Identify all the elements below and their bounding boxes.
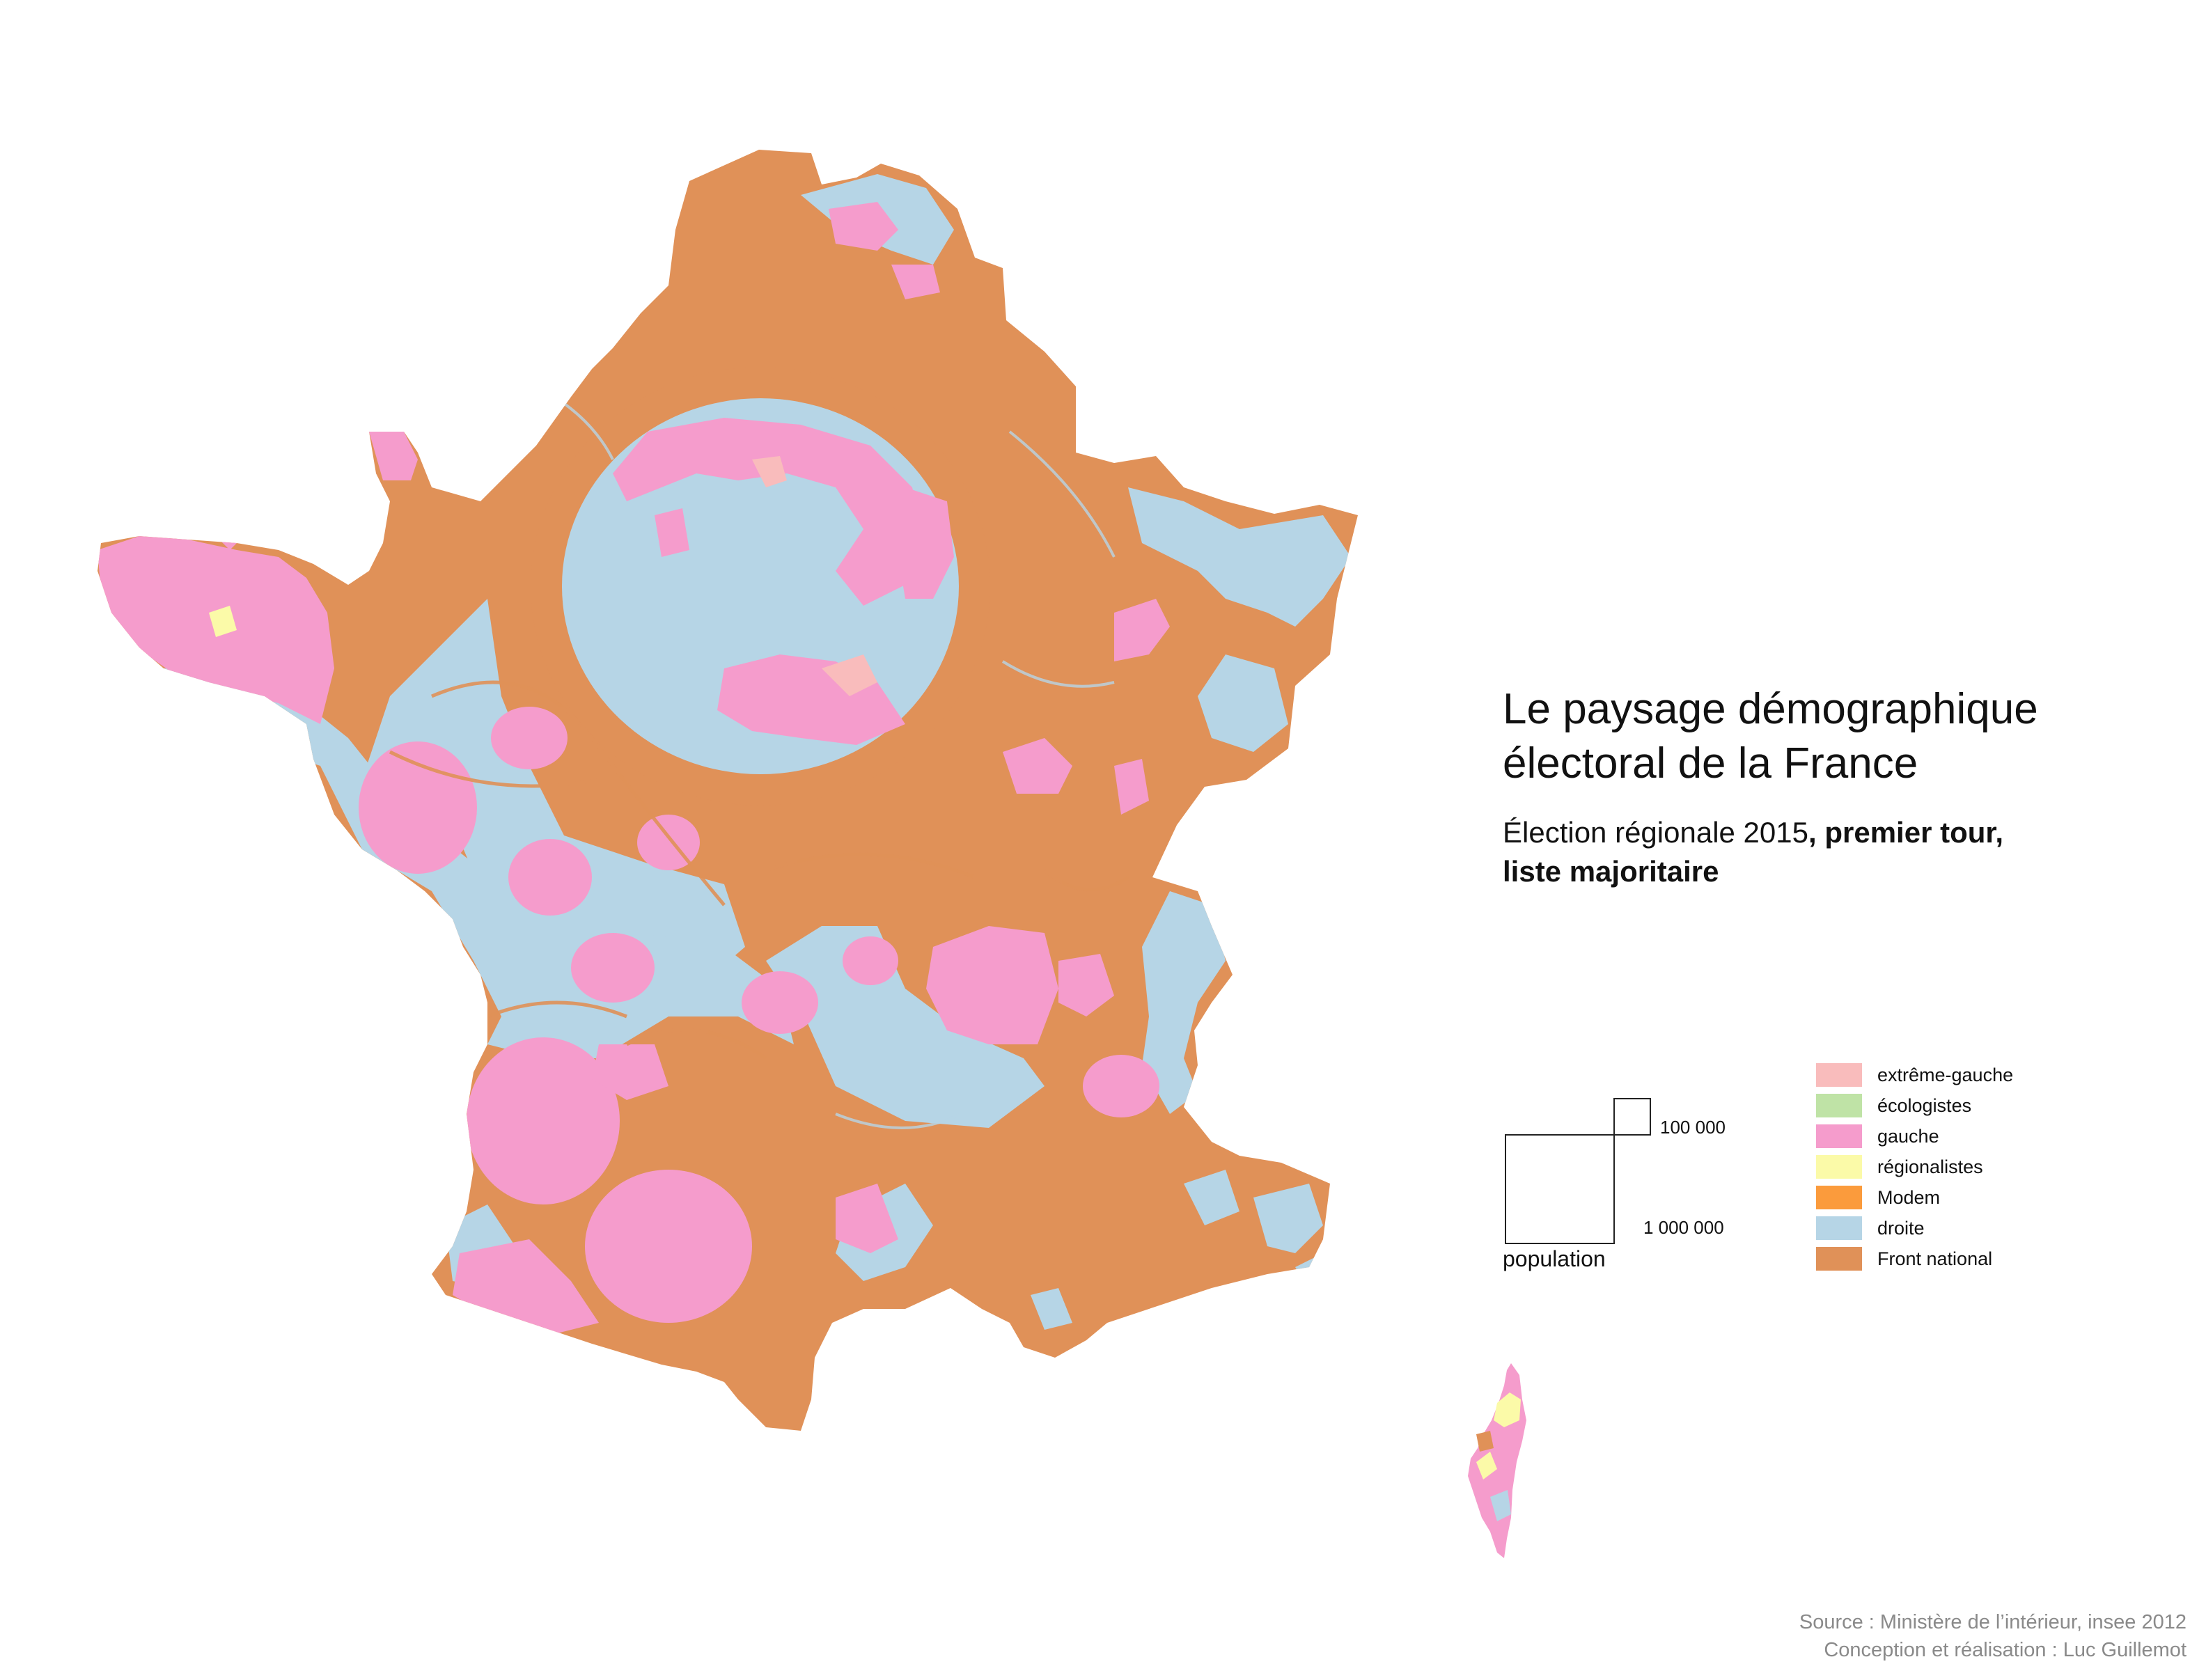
scale-square-large	[1505, 1134, 1615, 1244]
legend-item-gauche: gauche	[1816, 1121, 2013, 1152]
legend-label: droite	[1877, 1217, 1925, 1239]
legend-item-ecologistes: écologistes	[1816, 1090, 2013, 1121]
legend: extrême-gauche écologistes gauche région…	[1816, 1060, 2013, 1274]
legend-label: gauche	[1877, 1125, 1939, 1147]
legend-item-modem: Modem	[1816, 1182, 2013, 1213]
legend-label: régionalistes	[1877, 1156, 1983, 1177]
source-line: Source : Ministère de l’intérieur, insee…	[1799, 1611, 2187, 1633]
legend-swatch	[1816, 1216, 1862, 1240]
legend-label: écologistes	[1877, 1094, 1972, 1116]
legend-item-droite: droite	[1816, 1213, 2013, 1243]
population-label: population	[1503, 1246, 1606, 1271]
subtitle-bold-2: liste majoritaire	[1503, 855, 1719, 888]
subtitle-plain: Élection régionale 2015	[1503, 816, 1808, 849]
legend-item-extreme-gauche: extrême-gauche	[1816, 1060, 2013, 1090]
map-title: Le paysage démographique électoral de la…	[1503, 682, 2038, 791]
legend-label: Front national	[1877, 1248, 1993, 1269]
legend-swatch	[1816, 1247, 1862, 1271]
scale-small-label: 100 000	[1660, 1117, 1726, 1138]
scale-large-label: 1 000 000	[1643, 1217, 1724, 1238]
legend-label: Modem	[1877, 1186, 1941, 1208]
legend-label: extrême-gauche	[1877, 1064, 2014, 1085]
source-credits: Source : Ministère de l’intérieur, insee…	[1799, 1608, 2187, 1664]
title-line-1: Le paysage démographique	[1503, 685, 2038, 733]
legend-swatch	[1816, 1186, 1862, 1209]
map-subtitle: Élection régionale 2015, premier tour, l…	[1503, 813, 2003, 891]
title-line-2: électoral de la France	[1503, 739, 1918, 787]
corsica-shape	[1468, 1363, 1526, 1558]
legend-swatch	[1816, 1124, 1862, 1148]
subtitle-bold-1: , premier tour,	[1808, 816, 2004, 849]
legend-item-front-national: Front national	[1816, 1243, 2013, 1274]
scale-square-small	[1613, 1098, 1651, 1136]
legend-swatch	[1816, 1094, 1862, 1117]
legend-item-regionalistes: régionalistes	[1816, 1152, 2013, 1182]
credits-line: Conception et réalisation : Luc Guillemo…	[1824, 1639, 2187, 1661]
legend-swatch	[1816, 1155, 1862, 1179]
legend-swatch	[1816, 1063, 1862, 1087]
